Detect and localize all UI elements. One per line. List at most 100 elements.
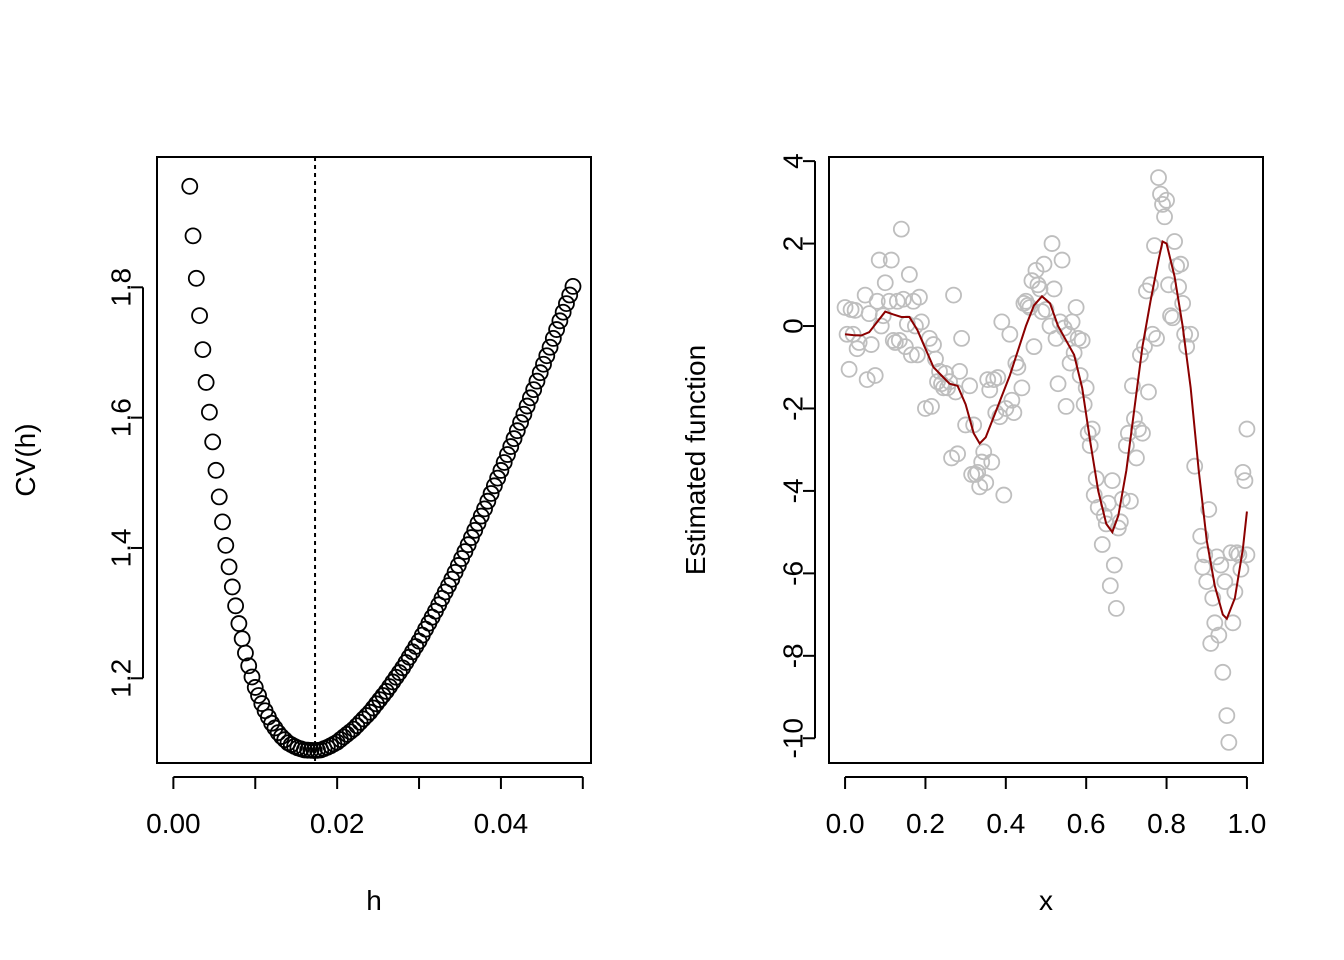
cv-point [237, 644, 254, 662]
data-point [1037, 301, 1055, 318]
data-point [1224, 614, 1242, 632]
y-tick-label: 4 [778, 153, 809, 169]
data-point [1210, 626, 1228, 644]
cv-point [400, 648, 418, 666]
cv-point [194, 341, 212, 359]
data-point [1206, 614, 1224, 632]
data-point [1142, 276, 1159, 294]
data-point [866, 367, 884, 384]
data-point [923, 398, 940, 415]
cv-point [561, 286, 579, 304]
data-point [1150, 169, 1167, 187]
cv-point [538, 347, 556, 365]
data-point [874, 307, 892, 325]
data-point [1043, 235, 1061, 252]
data-point [1003, 391, 1021, 409]
cv-point [223, 578, 241, 596]
y-tick-label: 1.2 [106, 659, 137, 698]
cv-point [525, 381, 543, 399]
cv-point [485, 477, 503, 495]
data-point [890, 332, 908, 349]
data-point [840, 360, 858, 378]
data-point [1001, 325, 1019, 343]
data-point [1095, 507, 1113, 525]
cv-point [210, 488, 228, 506]
cv-point [522, 389, 539, 407]
cv-point [204, 433, 222, 451]
cv-point [495, 454, 513, 471]
cv-point [528, 372, 546, 390]
y-tick-label: 0 [778, 318, 809, 334]
data-point [1236, 472, 1254, 490]
data-point [1121, 492, 1139, 510]
data-point [957, 416, 975, 434]
data-point [973, 453, 991, 471]
data-point [1013, 379, 1031, 397]
cv-x-axis: 0.00 0.02 0.04 [146, 776, 584, 839]
data-point [1222, 544, 1240, 562]
cv-y-axis-label: CV(h) [10, 423, 41, 496]
x-tick-label: 1.0 [1227, 808, 1266, 839]
cv-point [492, 462, 510, 479]
data-point [1140, 383, 1157, 401]
data-point [1218, 707, 1236, 724]
data-point [1148, 329, 1165, 347]
cv-point [201, 403, 218, 421]
cv-point [250, 687, 267, 704]
y-tick-label: -4 [778, 478, 809, 503]
y-tick-label: -2 [778, 396, 809, 421]
data-point [1117, 437, 1135, 454]
data-point [1156, 208, 1173, 226]
data-point [1053, 251, 1071, 269]
data-point [1049, 375, 1067, 393]
data-point [876, 274, 894, 292]
data-point [1045, 280, 1063, 298]
y-tick-label: -6 [778, 561, 809, 586]
cv-point [181, 177, 199, 195]
data-point [1005, 404, 1023, 421]
data-point [1200, 501, 1218, 518]
data-point [1077, 379, 1095, 397]
data-point [900, 266, 918, 283]
cv-point [548, 321, 566, 338]
data-point [858, 371, 876, 389]
data-point [975, 443, 993, 461]
cv-point [184, 227, 202, 245]
y-tick-label: -10 [778, 718, 809, 758]
y-tick-label: -8 [778, 643, 809, 668]
data-point [1031, 280, 1049, 298]
cv-point [246, 679, 264, 696]
data-point [951, 362, 969, 380]
data-point [1047, 329, 1065, 347]
data-point [987, 404, 1005, 421]
data-point [902, 346, 920, 364]
data-point [1238, 546, 1256, 564]
data-point [961, 377, 979, 395]
data-point [993, 313, 1011, 331]
data-point [1220, 733, 1238, 751]
data-point [1162, 307, 1179, 325]
cv-points [181, 177, 582, 759]
x-tick-label: 0.0 [826, 808, 865, 839]
data-point [989, 369, 1007, 386]
data-point [1212, 556, 1230, 574]
data-point [870, 251, 888, 269]
data-point [868, 292, 886, 310]
data-point [1134, 424, 1151, 442]
cv-point [489, 469, 507, 487]
data-point [1202, 635, 1220, 652]
fit-plot-frame [828, 156, 1264, 764]
y-tick-label: 1.4 [106, 528, 137, 567]
data-point [953, 329, 971, 347]
x-tick-label: 0.00 [146, 808, 201, 839]
data-point [892, 220, 910, 238]
cv-point [217, 536, 235, 554]
cv-point [558, 295, 575, 313]
data-point [1119, 424, 1137, 442]
fit-panel: -10 -8 -6 -4 -2 0 2 4 0.0 0.2 0.4 0.6 0.8 1.0 x Esti… [680, 153, 1266, 916]
data-point [1174, 294, 1192, 312]
cv-point [508, 422, 526, 440]
y-tick-label: 2 [778, 236, 809, 252]
data-point [1107, 600, 1125, 617]
y-tick-label: 1.8 [106, 268, 137, 307]
